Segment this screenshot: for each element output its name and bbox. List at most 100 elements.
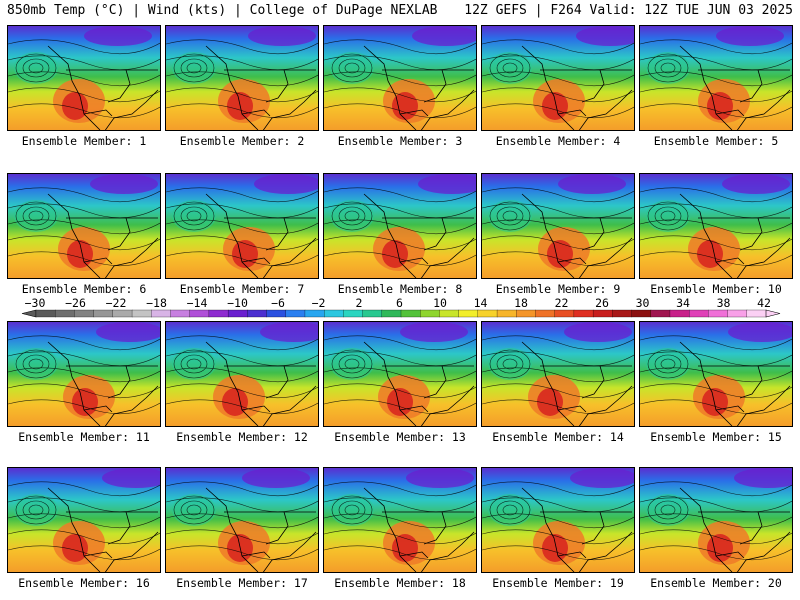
map-panel-member-20 (639, 467, 793, 573)
colorbar-swatch (362, 309, 383, 318)
colorbar-swatch (304, 309, 325, 318)
colorbar-tick-label: 26 (595, 296, 609, 310)
map-panel-member-11 (7, 321, 161, 427)
temperature-map (324, 468, 476, 572)
colorbar-tick-label: 22 (554, 296, 569, 310)
colorbar-swatch (554, 309, 575, 318)
colorbar-swatch (170, 309, 191, 318)
panel-caption: Ensemble Member: 2 (179, 134, 305, 148)
header-title-left: 850mb Temp (°C) | Wind (kts) | College o… (7, 3, 438, 18)
map-panel-member-7 (165, 173, 319, 279)
colorbar-tick-label: 6 (396, 296, 403, 310)
panel-caption: Ensemble Member: 6 (21, 282, 147, 296)
colorbar-swatch (631, 309, 652, 318)
colorbar-swatch (208, 309, 229, 318)
colorbar-swatch (93, 309, 114, 318)
colorbar-swatch (112, 309, 133, 318)
colorbar-swatch (381, 309, 402, 318)
colorbar-tick-label: 2 (355, 296, 363, 310)
temperature-map (8, 26, 160, 130)
colorbar-tick-label: −30 (24, 296, 46, 310)
colorbar-tick-label: −6 (271, 296, 285, 310)
map-panel-member-4 (481, 25, 635, 131)
map-panel-member-14 (481, 321, 635, 427)
map-panel-member-19 (481, 467, 635, 573)
temperature-map (324, 174, 476, 278)
temperature-map (640, 322, 792, 426)
map-panel-member-16 (7, 467, 161, 573)
panel-caption: Ensemble Member: 13 (334, 430, 466, 444)
colorbar-swatch (285, 309, 306, 318)
header-title-right: 12Z GEFS | F264 Valid: 12Z TUE JUN 03 20… (464, 3, 793, 18)
temperature-map (8, 174, 160, 278)
panel-caption: Ensemble Member: 9 (495, 282, 621, 296)
panel-caption: Ensemble Member: 16 (18, 576, 150, 590)
colorbar-tick-label: 14 (473, 296, 488, 310)
colorbar-tick-label: −26 (65, 296, 86, 310)
colorbar-tick-label: −2 (311, 296, 326, 310)
colorbar-swatch (324, 309, 344, 318)
colorbar-swatch (247, 309, 268, 318)
temperature-map (166, 174, 318, 278)
colorbar-tick-label: 18 (514, 296, 528, 310)
map-panel-member-12 (165, 321, 319, 427)
colorbar-swatch (458, 309, 479, 318)
colorbar-swatch (439, 309, 460, 318)
colorbar-swatch (496, 309, 517, 318)
colorbar-swatch (227, 309, 248, 318)
colorbar-swatch (35, 309, 56, 318)
temperature-map (640, 468, 792, 572)
colorbar-tick-label: 10 (433, 296, 447, 310)
temperature-map (324, 322, 476, 426)
map-panel-member-10 (639, 173, 793, 279)
map-panel-member-2 (165, 25, 319, 131)
panel-caption: Ensemble Member: 20 (650, 576, 782, 590)
panel-caption: Ensemble Member: 19 (492, 576, 624, 590)
map-panel-member-8 (323, 173, 477, 279)
panel-caption: Ensemble Member: 1 (21, 134, 147, 148)
panel-caption: Ensemble Member: 15 (650, 430, 782, 444)
colorbar-tick-label: 38 (716, 296, 731, 310)
colorbar-swatch (592, 309, 613, 318)
colorbar-swatch (477, 309, 498, 318)
colorbar-swatch (266, 309, 287, 318)
colorbar-swatch (343, 309, 364, 318)
colorbar-tick-label: 34 (676, 296, 690, 310)
colorbar-tick-label: −10 (227, 296, 248, 310)
map-panel-member-3 (323, 25, 477, 131)
panel-caption: Ensemble Member: 14 (492, 430, 624, 444)
panel-caption: Ensemble Member: 18 (334, 576, 466, 590)
colorbar-swatch (727, 309, 748, 318)
colorbar-swatch (689, 309, 709, 318)
map-panel-member-13 (323, 321, 477, 427)
panel-caption: Ensemble Member: 4 (495, 134, 621, 148)
colorbar-tick-label: −14 (186, 296, 208, 310)
temperature-map (166, 26, 318, 130)
panel-caption: Ensemble Member: 11 (18, 430, 150, 444)
temperature-map (482, 468, 634, 572)
colorbar-swatch (650, 309, 671, 318)
colorbar-tick-label: 30 (635, 296, 650, 310)
temperature-colorbar: −30 −26 −22 −18 −14 −10 −6 −2 2 6 10 14 18 22 26 30 34 38… (0, 296, 800, 320)
colorbar-swatch (669, 309, 690, 318)
colorbar-swatch (189, 309, 210, 318)
map-panel-member-15 (639, 321, 793, 427)
panel-caption: Ensemble Member: 7 (179, 282, 305, 296)
temperature-map (482, 174, 634, 278)
panel-caption: Ensemble Member: 8 (337, 282, 463, 296)
colorbar-swatch (131, 309, 152, 318)
colorbar-swatch (420, 309, 440, 318)
colorbar-swatch (535, 309, 556, 318)
map-panel-member-17 (165, 467, 319, 573)
colorbar-swatch (746, 309, 767, 318)
colorbar-swatch (74, 309, 95, 318)
temperature-map (8, 468, 160, 572)
map-panel-member-9 (481, 173, 635, 279)
temperature-map (324, 26, 476, 130)
temperature-map (8, 322, 160, 426)
temperature-map (482, 322, 634, 426)
colorbar-graphic (21, 309, 781, 318)
colorbar-tick-label: −22 (105, 296, 127, 310)
colorbar-swatch (612, 309, 633, 318)
colorbar-swatch (400, 309, 421, 318)
